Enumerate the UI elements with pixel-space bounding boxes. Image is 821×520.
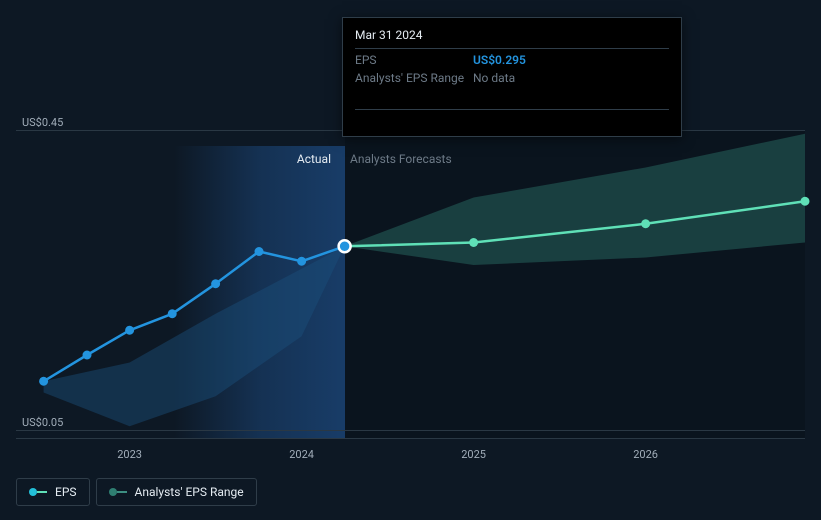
tooltip-value: US$0.295 (473, 53, 526, 67)
x-axis-label: 2023 (117, 448, 142, 461)
eps-range-actual-area (44, 246, 345, 426)
tooltip-divider (355, 109, 669, 110)
legend-swatch (109, 488, 127, 496)
x-axis-label: 2025 (461, 448, 486, 461)
eps-actual-point[interactable] (255, 247, 264, 256)
hover-point-marker[interactable] (339, 240, 351, 252)
legend-label: EPS (55, 485, 77, 499)
x-axis-label: 2024 (289, 448, 314, 461)
legend-item[interactable]: Analysts' EPS Range (96, 478, 257, 506)
tooltip-row: Analysts' EPS RangeNo data (355, 67, 669, 85)
eps-actual-point[interactable] (39, 377, 48, 386)
tooltip-date: Mar 31 2024 (355, 28, 669, 49)
tooltip-key: Analysts' EPS Range (355, 71, 473, 85)
eps-actual-point[interactable] (297, 257, 306, 266)
legend-swatch (29, 488, 47, 496)
x-axis-line (16, 438, 805, 439)
tooltip-key: EPS (355, 53, 473, 67)
tooltip-value: No data (473, 71, 515, 85)
eps-actual-point[interactable] (168, 309, 177, 318)
eps-forecast-point[interactable] (801, 197, 810, 206)
y-gridline (16, 430, 805, 431)
chart-plot-svg[interactable] (16, 130, 805, 430)
legend-label: Analysts' EPS Range (135, 485, 244, 499)
eps-actual-point[interactable] (83, 351, 92, 360)
chart-legend: EPS Analysts' EPS Range (16, 478, 257, 506)
eps-actual-point[interactable] (125, 326, 134, 335)
x-axis-label: 2026 (633, 448, 658, 461)
eps-forecast-point[interactable] (641, 219, 650, 228)
y-axis-label: US$0.45 (22, 116, 63, 129)
eps-actual-point[interactable] (211, 279, 220, 288)
eps-forecast-point[interactable] (469, 238, 478, 247)
eps-chart: US$0.45US$0.05 Actual Analysts Forecasts… (0, 0, 821, 520)
chart-tooltip: Mar 31 2024 EPSUS$0.295Analysts' EPS Ran… (342, 17, 682, 137)
tooltip-row: EPSUS$0.295 (355, 49, 669, 67)
legend-item[interactable]: EPS (16, 478, 90, 506)
